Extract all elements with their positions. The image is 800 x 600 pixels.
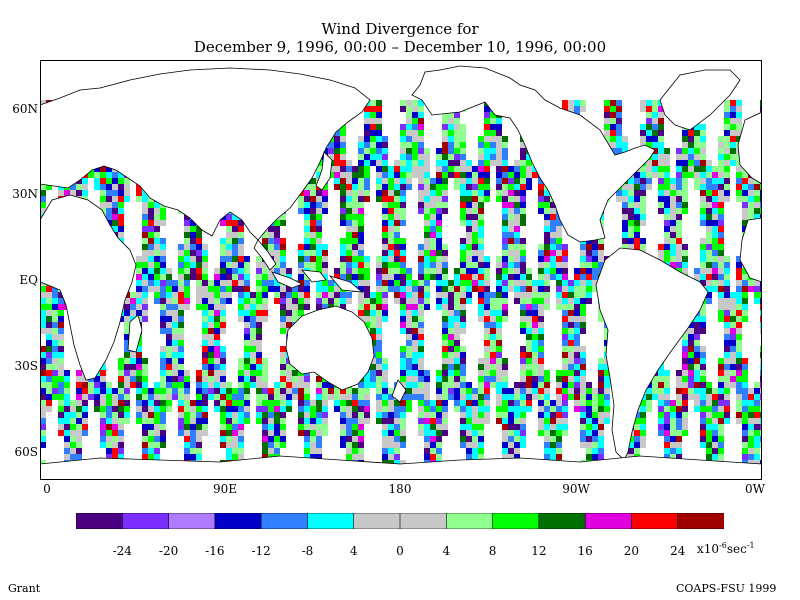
map-date-range: December 9, 1996, 00:00 – December 10, 1… (193, 38, 607, 56)
colorbar-tick-label: 16 (577, 544, 593, 558)
organization-credit: COAPS-FSU 1999 (676, 582, 777, 595)
lon-label-180: 180 (388, 482, 412, 496)
lon-label-90w: 90W (562, 482, 590, 496)
colorbar (76, 513, 724, 529)
land-masses (40, 65, 762, 480)
eurasia (40, 67, 371, 241)
lon-label-0: 0 (43, 482, 51, 496)
colorbar-swatch (445, 513, 494, 529)
australia (285, 305, 375, 391)
lat-label-60s: 60S (14, 445, 39, 459)
colorbar-tick-label: 24 (670, 544, 686, 558)
new-zealand (391, 379, 407, 403)
colorbar-swatch (584, 513, 633, 529)
colorbar-swatch (677, 513, 724, 529)
colorbar-tick-label: -16 (205, 544, 225, 558)
colorbar-swatch (260, 513, 309, 529)
colorbar-tick-label: 4 (349, 544, 358, 558)
colorbar-swatch (214, 513, 262, 529)
author-credit: Grant (8, 582, 41, 595)
indonesia (271, 269, 364, 293)
colorbar-tick-label: 8 (488, 544, 497, 558)
lat-label-30s: 30S (14, 359, 39, 373)
southeast-asia (253, 239, 277, 271)
lon-label-0w: 0W (745, 482, 765, 496)
colorbar-tick-label: -12 (251, 544, 271, 558)
japan (315, 151, 333, 191)
map-title: Wind Divergence for (321, 20, 479, 38)
colorbar-tick-label: 4 (442, 544, 451, 558)
lat-label-eq: EQ (19, 273, 38, 287)
south-america (595, 247, 709, 461)
madagascar (127, 314, 143, 353)
lat-label-60n: 60N (12, 102, 38, 116)
antarctica (40, 455, 762, 480)
colorbar-tick-label: -20 (158, 544, 179, 558)
greenland (659, 69, 741, 131)
colorbar-swatch (353, 513, 401, 529)
colorbar-swatch (631, 513, 679, 529)
colorbar-swatch (399, 513, 448, 529)
north-america (411, 65, 656, 243)
colorbar-swatch (307, 513, 355, 529)
europe-west (737, 111, 762, 185)
colorbar-tick-label: 20 (623, 544, 640, 558)
colorbar-swatch (538, 513, 586, 529)
africa (40, 194, 137, 381)
colorbar-swatch (492, 513, 540, 529)
lon-label-90e: 90E (212, 482, 238, 496)
colorbar-units: x10-6sec-1 (697, 541, 755, 556)
colorbar-tick-label: -24 (112, 544, 132, 558)
lat-label-30n: 30N (12, 187, 38, 201)
africa-east (739, 217, 762, 283)
colorbar-tick-label: 0 (396, 544, 404, 558)
colorbar-tick-label: -8 (301, 544, 314, 558)
colorbar-swatch (121, 513, 170, 529)
divergence-map (40, 60, 762, 480)
colorbar-swatch (168, 513, 216, 529)
colorbar-swatch (76, 513, 124, 529)
colorbar-tick-label: 12 (531, 544, 547, 558)
